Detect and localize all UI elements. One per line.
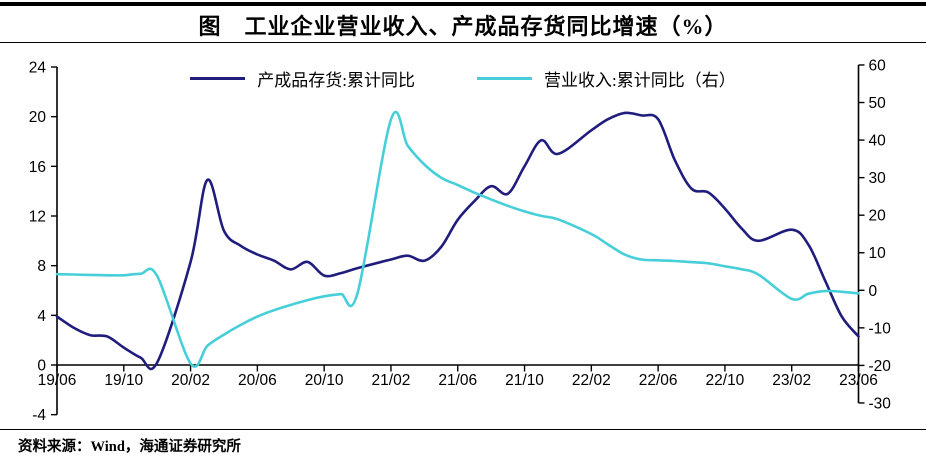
right-axis-tick-label: 10 — [869, 245, 887, 262]
chart-legend: 产成品存货:累计同比 营业收入:累计同比（右） — [0, 66, 926, 91]
x-axis-tick-label: 22/02 — [572, 372, 611, 389]
x-axis-tick-label: 20/10 — [305, 372, 344, 389]
footer-divider — [0, 429, 926, 430]
right-axis-tick-label: 20 — [869, 208, 887, 225]
series-line-revenue — [55, 110, 860, 368]
legend-label-inventory: 产成品存货:累计同比 — [257, 71, 415, 90]
x-axis-tick-label: 22/06 — [639, 372, 678, 389]
x-axis-tick-label: 21/02 — [372, 372, 411, 389]
left-axis-tick-label: 20 — [29, 109, 47, 126]
right-axis-tick-label: 60 — [869, 57, 887, 74]
x-axis-tick-label: 20/06 — [238, 372, 277, 389]
right-axis-tick-label: 0 — [869, 283, 878, 300]
right-axis-tick-label: -20 — [869, 358, 892, 375]
right-axis-tick-label: 30 — [869, 170, 887, 187]
right-axis-tick-label: -30 — [869, 395, 892, 412]
x-axis-tick-label: 22/10 — [706, 372, 745, 389]
left-axis-tick-label: -4 — [32, 407, 46, 424]
right-axis-tick-label: 40 — [869, 133, 887, 150]
legend-entry-revenue: 营业收入:累计同比（右） — [477, 66, 736, 91]
x-axis-tick-label: 21/10 — [505, 372, 544, 389]
left-axis-tick-label: 24 — [29, 60, 47, 77]
title-divider — [0, 42, 926, 43]
page-title: 图 工业企业营业收入、产成品存货同比增速（%） — [198, 14, 728, 39]
left-axis-tick-label: 0 — [37, 358, 46, 375]
left-axis-tick-label: 4 — [37, 308, 46, 325]
x-axis-tick-label: 23/06 — [839, 372, 878, 389]
left-axis-tick-label: 12 — [29, 209, 46, 226]
legend-entry-inventory: 产成品存货:累计同比 — [190, 66, 415, 91]
right-axis-tick-label: 50 — [869, 95, 887, 112]
top-rule — [0, 2, 926, 6]
x-axis-tick-label: 19/06 — [38, 372, 77, 389]
x-axis-tick-label: 21/06 — [438, 372, 477, 389]
legend-swatch-inventory — [190, 77, 246, 80]
left-axis-tick-label: 16 — [29, 159, 46, 176]
right-axis-tick-label: -10 — [869, 320, 892, 337]
left-axis-tick-label: 8 — [37, 258, 46, 275]
source-note: 资料来源：Wind，海通证券研究所 — [18, 439, 241, 455]
x-axis-tick-label: 20/02 — [171, 372, 210, 389]
x-axis-tick-label: 19/10 — [104, 372, 143, 389]
legend-swatch-revenue — [477, 77, 532, 80]
legend-label-revenue: 营业收入:累计同比（右） — [544, 71, 736, 90]
x-axis-tick-label: 23/02 — [772, 372, 811, 389]
series-line-inventory — [55, 111, 860, 371]
